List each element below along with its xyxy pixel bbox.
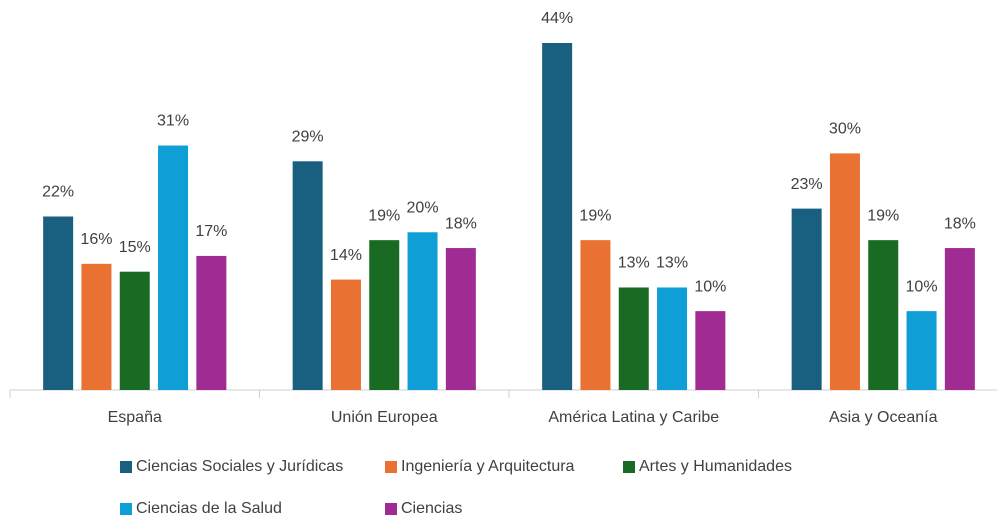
legend-label: Artes y Humanidades — [639, 458, 792, 475]
value-label: 29% — [292, 129, 324, 146]
value-label: 22% — [42, 184, 74, 201]
value-label: 13% — [656, 255, 688, 272]
bar — [196, 255, 227, 390]
bar — [81, 263, 112, 390]
bar — [906, 311, 937, 390]
bar — [657, 287, 688, 390]
bar — [695, 311, 726, 390]
x-tick-label: América Latina y Caribe — [548, 409, 719, 426]
legend-label: Ingeniería y Arquitectura — [401, 458, 575, 475]
bar — [330, 279, 361, 390]
bar — [868, 240, 899, 390]
bar — [158, 145, 189, 390]
bar — [369, 240, 400, 390]
value-label: 18% — [445, 215, 477, 232]
value-label: 19% — [867, 207, 899, 224]
legend-swatch — [385, 461, 397, 473]
value-label: 31% — [157, 113, 189, 130]
legend-swatch — [385, 503, 397, 515]
value-label: 17% — [195, 223, 227, 240]
bar — [119, 271, 150, 390]
value-label: 19% — [368, 207, 400, 224]
bar — [944, 248, 975, 390]
value-label: 30% — [829, 121, 861, 138]
bar — [407, 232, 438, 390]
x-tick-label: Unión Europea — [331, 409, 438, 426]
bar — [618, 287, 649, 390]
value-label: 14% — [330, 247, 362, 264]
bar — [292, 161, 323, 390]
value-label: 19% — [579, 207, 611, 224]
legend-label: Ciencias de la Salud — [136, 500, 282, 517]
value-label: 18% — [944, 215, 976, 232]
value-label: 44% — [541, 10, 573, 27]
bar — [791, 208, 822, 390]
bar — [542, 43, 573, 390]
value-label: 16% — [80, 231, 112, 248]
legend-swatch — [623, 461, 635, 473]
legend-swatch — [120, 503, 132, 515]
value-label: 20% — [407, 199, 439, 216]
bar — [43, 216, 74, 390]
x-tick-label: España — [108, 409, 162, 426]
legend-label: Ciencias — [401, 500, 462, 517]
value-label: 13% — [618, 255, 650, 272]
bar — [829, 153, 860, 390]
legend-label: Ciencias Sociales y Jurídicas — [136, 458, 343, 475]
value-label: 15% — [119, 239, 151, 256]
value-label: 10% — [906, 278, 938, 295]
bar — [580, 240, 611, 390]
x-tick-label: Asia y Oceanía — [829, 409, 938, 426]
value-label: 23% — [791, 176, 823, 193]
legend-swatch — [120, 461, 132, 473]
value-label: 10% — [694, 278, 726, 295]
bar — [445, 248, 476, 390]
